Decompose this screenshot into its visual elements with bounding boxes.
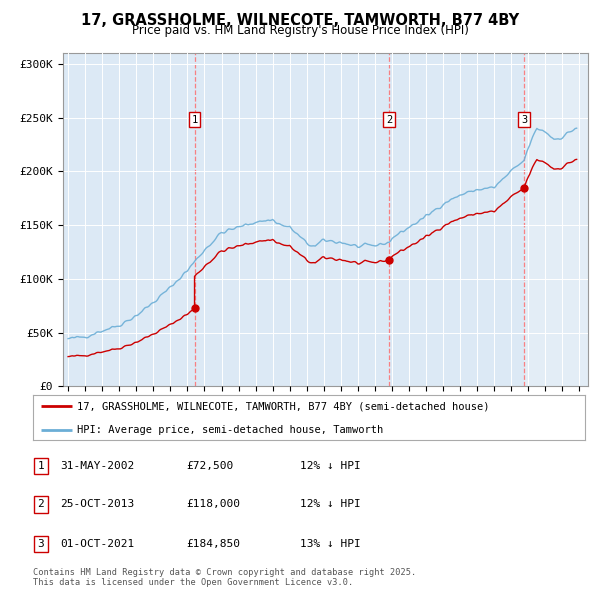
Text: £118,000: £118,000 (186, 500, 240, 509)
Text: 01-OCT-2021: 01-OCT-2021 (60, 539, 134, 549)
Text: HPI: Average price, semi-detached house, Tamworth: HPI: Average price, semi-detached house,… (77, 425, 383, 435)
Text: 2: 2 (37, 500, 44, 509)
Text: 13% ↓ HPI: 13% ↓ HPI (300, 539, 361, 549)
Text: 3: 3 (521, 115, 527, 124)
Text: 3: 3 (37, 539, 44, 549)
Text: 12% ↓ HPI: 12% ↓ HPI (300, 461, 361, 471)
Text: Contains HM Land Registry data © Crown copyright and database right 2025.
This d: Contains HM Land Registry data © Crown c… (33, 568, 416, 587)
Text: £72,500: £72,500 (186, 461, 233, 471)
Bar (524, 53, 600, 386)
Text: 12% ↓ HPI: 12% ↓ HPI (300, 500, 361, 509)
Text: 1: 1 (191, 115, 198, 124)
Text: 31-MAY-2002: 31-MAY-2002 (60, 461, 134, 471)
Text: 1: 1 (37, 461, 44, 471)
Text: 25-OCT-2013: 25-OCT-2013 (60, 500, 134, 509)
Text: 17, GRASSHOLME, WILNECOTE, TAMWORTH, B77 4BY: 17, GRASSHOLME, WILNECOTE, TAMWORTH, B77… (81, 13, 519, 28)
Text: 2: 2 (386, 115, 392, 124)
Text: Price paid vs. HM Land Registry's House Price Index (HPI): Price paid vs. HM Land Registry's House … (131, 24, 469, 37)
Text: £184,850: £184,850 (186, 539, 240, 549)
Text: 17, GRASSHOLME, WILNECOTE, TAMWORTH, B77 4BY (semi-detached house): 17, GRASSHOLME, WILNECOTE, TAMWORTH, B77… (77, 401, 490, 411)
